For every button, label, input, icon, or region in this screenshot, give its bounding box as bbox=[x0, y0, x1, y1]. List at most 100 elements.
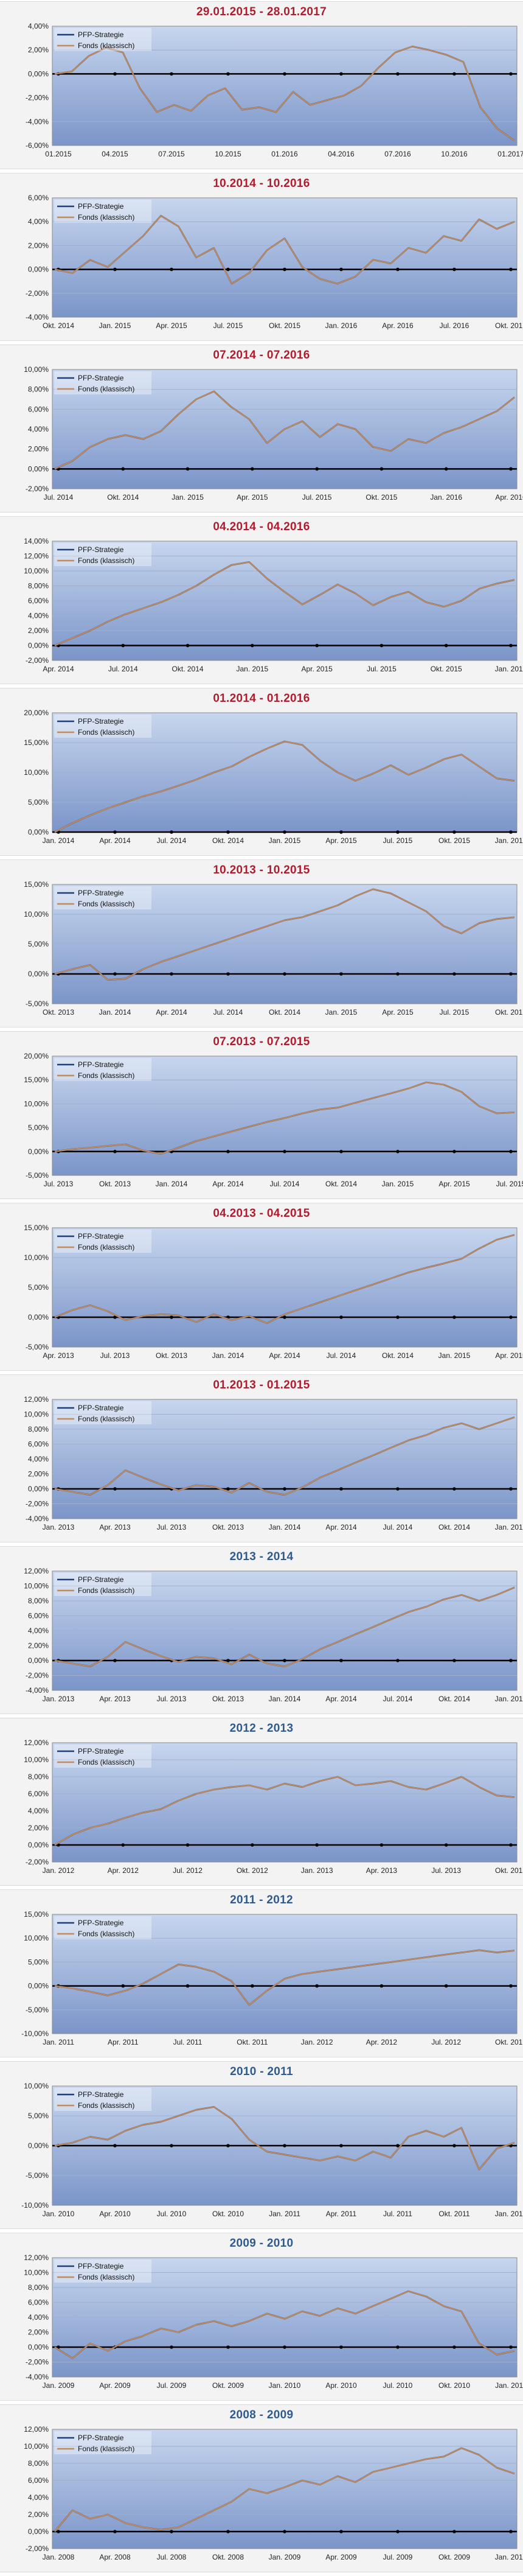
y-tick-label: 5,00% bbox=[28, 1124, 49, 1132]
chart-title: 04.2014 - 04.2016 bbox=[213, 520, 310, 533]
x-tick-label: Okt. 2014 bbox=[212, 836, 244, 845]
y-tick-label: -2,00% bbox=[26, 289, 49, 298]
legend-box bbox=[54, 1745, 151, 1768]
x-tick-marker bbox=[251, 1984, 254, 1988]
y-tick-label: 2,00% bbox=[28, 1642, 49, 1650]
x-tick-marker bbox=[283, 2345, 286, 2349]
x-tick-label: Jan. 2009 bbox=[43, 2381, 75, 2390]
x-tick-marker bbox=[396, 2144, 400, 2147]
y-tick-label: 14,00% bbox=[24, 537, 49, 545]
x-tick-marker bbox=[452, 1659, 456, 1662]
y-tick-label: 10,00% bbox=[24, 1253, 49, 1262]
legend-label: Fonds (klassisch) bbox=[78, 1586, 134, 1595]
chart-title: 07.2014 - 07.2016 bbox=[213, 349, 310, 362]
x-tick-label: Jul. 2015 bbox=[440, 1008, 469, 1017]
y-tick-label: -2,00% bbox=[26, 1858, 49, 1866]
x-tick-label: Jan. 2013 bbox=[43, 1695, 75, 1703]
chart-title: 01.2014 - 01.2016 bbox=[213, 692, 310, 705]
legend-box bbox=[54, 2259, 151, 2283]
chart-title: 2010 - 2011 bbox=[230, 2065, 293, 2078]
legend-label: Fonds (klassisch) bbox=[78, 1415, 134, 1423]
x-tick-label: Apr. 2014 bbox=[325, 1695, 357, 1703]
x-tick-label: Okt. 2015 bbox=[269, 321, 300, 330]
x-tick-marker bbox=[283, 972, 286, 976]
x-tick-label: Jan. 2014 bbox=[99, 1008, 131, 1017]
x-tick-label: Jan. 2015 bbox=[495, 1523, 523, 1531]
x-tick-marker bbox=[444, 643, 448, 648]
y-tick-label: 0,00% bbox=[28, 1982, 49, 1990]
x-tick-marker bbox=[452, 72, 456, 76]
x-tick-label: Apr. 2015 bbox=[382, 1008, 414, 1017]
series-line-fonds-klassisch bbox=[54, 2290, 515, 2359]
x-tick-marker bbox=[185, 1843, 190, 1847]
y-tick-label: 0,00% bbox=[28, 1841, 49, 1849]
x-tick-label: Jul. 2014 bbox=[44, 493, 74, 502]
x-tick-label: 01.2016 bbox=[271, 150, 298, 158]
chart-panel: -4,00% -2,00% 0,00% 2,00% 4,00% 6,00% 8,00% 10,… bbox=[0, 1374, 523, 1542]
x-tick-label: Apr. 2010 bbox=[325, 2381, 357, 2390]
y-tick-label: 15,00% bbox=[24, 880, 49, 889]
x-tick-label: Okt. 2013 bbox=[495, 1866, 523, 1875]
x-tick-label: Jul. 2008 bbox=[157, 2553, 187, 2561]
y-tick-label: 12,00% bbox=[24, 552, 49, 561]
y-tick-label: 2,00% bbox=[28, 2328, 49, 2337]
x-tick-marker bbox=[226, 830, 230, 834]
x-tick-label: Okt. 2016 bbox=[495, 321, 523, 330]
legend: PFP-Strategie Fonds (klassisch) bbox=[54, 2259, 151, 2283]
x-tick-marker bbox=[113, 1659, 117, 1662]
x-tick-label: Jan. 2014 bbox=[269, 1695, 301, 1703]
x-tick-marker bbox=[379, 1843, 384, 1847]
y-tick-label: 6,00% bbox=[28, 1612, 49, 1620]
y-tick-label: -2,00% bbox=[26, 2358, 49, 2367]
x-tick-label: Jul. 2013 bbox=[157, 1523, 187, 1531]
x-tick-marker bbox=[339, 2530, 343, 2533]
x-tick-marker bbox=[283, 1315, 286, 1319]
y-tick-label: -4,00% bbox=[26, 1514, 49, 1523]
legend-box bbox=[54, 1573, 151, 1596]
x-tick-label: Jan. 2014 bbox=[156, 1180, 188, 1188]
x-tick-label: Jul. 2016 bbox=[440, 321, 469, 330]
x-tick-label: Jul. 2014 bbox=[383, 1695, 413, 1703]
series-line-fonds-klassisch bbox=[54, 740, 515, 833]
chart-svg: -4,00% -2,00% 0,00% 2,00% 4,00% 6,00% 8,00% 10,… bbox=[24, 1567, 523, 1703]
x-tick-marker bbox=[113, 1150, 117, 1153]
x-tick-label: Okt. 2009 bbox=[438, 2553, 470, 2561]
x-tick-label: Okt. 2013 bbox=[99, 1180, 131, 1188]
y-tick-label: 15,00% bbox=[24, 1910, 49, 1919]
x-tick-label: Apr. 2015 bbox=[237, 493, 268, 502]
x-tick-marker bbox=[509, 1984, 513, 1988]
y-tick-label: 5,00% bbox=[28, 1958, 49, 1966]
chart-title: 2009 - 2010 bbox=[229, 2237, 294, 2250]
legend: PFP-Strategie Fonds (klassisch) bbox=[54, 1230, 151, 1253]
legend: PFP-Strategie Fonds (klassisch) bbox=[54, 1745, 151, 1768]
x-tick-marker bbox=[452, 1487, 456, 1491]
x-tick-marker bbox=[283, 72, 286, 76]
legend-label: Fonds (klassisch) bbox=[78, 1243, 134, 1251]
y-tick-label: 0,00% bbox=[28, 2527, 49, 2536]
x-tick-marker bbox=[113, 2530, 117, 2533]
x-tick-marker bbox=[379, 467, 384, 471]
x-tick-label: Jan. 2013 bbox=[301, 1866, 333, 1875]
y-tick-label: -4,00% bbox=[26, 117, 49, 126]
x-tick-label: Okt. 2009 bbox=[212, 2381, 244, 2390]
x-tick-marker bbox=[509, 1843, 513, 1847]
x-tick-marker bbox=[444, 1984, 448, 1988]
y-tick-label: 2,00% bbox=[28, 626, 49, 635]
legend-label: PFP-Strategie bbox=[78, 374, 124, 382]
x-tick-marker bbox=[315, 1843, 319, 1847]
x-tick-marker bbox=[509, 72, 513, 76]
legend: PFP-Strategie Fonds (klassisch) bbox=[54, 715, 151, 738]
x-tick-label: Jan. 2015 bbox=[99, 321, 131, 330]
legend-label: PFP-Strategie bbox=[78, 2262, 124, 2270]
y-tick-label: -4,00% bbox=[26, 1686, 49, 1695]
y-tick-label: 15,00% bbox=[24, 1223, 49, 1232]
chart-title: 01.2013 - 01.2015 bbox=[213, 1379, 310, 1391]
legend-label: PFP-Strategie bbox=[78, 1232, 124, 1241]
x-tick-marker bbox=[396, 830, 400, 834]
y-tick-label: 8,00% bbox=[28, 1773, 49, 1781]
x-tick-marker bbox=[452, 830, 456, 834]
x-tick-label: Jan. 2011 bbox=[43, 2038, 74, 2046]
legend-label: Fonds (klassisch) bbox=[78, 2273, 134, 2281]
x-tick-label: Apr. 2013 bbox=[366, 1866, 398, 1875]
plot-area bbox=[52, 1914, 518, 2034]
